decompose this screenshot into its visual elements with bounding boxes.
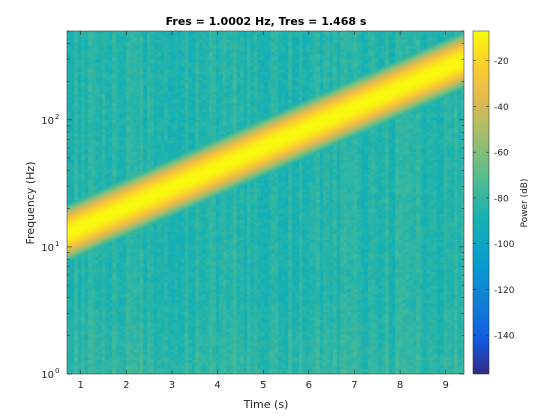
colorbar-tick-label: -60 xyxy=(494,149,509,159)
x-tick-label: 8 xyxy=(397,380,403,391)
spectrogram-heatmap xyxy=(67,31,464,374)
x-tick-label: 2 xyxy=(123,380,129,391)
y-tick-label: 10 xyxy=(41,243,54,254)
x-tick-label: 3 xyxy=(169,380,175,391)
colorbar-ticks: -20 -40 -60 -80 -100 -120 -140 xyxy=(473,57,515,342)
colorbar-tick-label: -140 xyxy=(494,332,515,342)
y-axis-label: Frequency (Hz) xyxy=(24,162,37,245)
plot-frame xyxy=(66,30,465,375)
x-axis: 1 2 3 4 5 6 7 8 9 xyxy=(78,31,449,391)
colorbar-tick-label: -80 xyxy=(494,194,509,204)
y-tick-exponent: 1 xyxy=(55,240,59,248)
x-tick-label: 7 xyxy=(351,380,357,391)
y-tick-label: 10 xyxy=(41,116,54,127)
y-tick-exponent: 0 xyxy=(55,367,59,375)
x-tick-label: 6 xyxy=(306,380,312,391)
colorbar-tick-label: -40 xyxy=(494,103,509,113)
x-tick-label: 1 xyxy=(78,380,84,391)
x-tick-label: 5 xyxy=(260,380,266,391)
x-tick-label: 4 xyxy=(214,380,220,391)
x-axis-label: Time (s) xyxy=(243,398,289,411)
colorbar-gradient xyxy=(473,31,489,374)
y-tick-label: 10 xyxy=(41,370,54,381)
chart-title: Fres = 1.0002 Hz, Tres = 1.468 s xyxy=(166,15,367,28)
colorbar-tick-label: -20 xyxy=(494,57,509,67)
colorbar-tick-label: -100 xyxy=(494,240,515,250)
x-tick-label: 9 xyxy=(443,380,449,391)
colorbar: -20 -40 -60 -80 -100 -120 -140 Power (dB) xyxy=(472,30,530,375)
colorbar-tick-label: -120 xyxy=(494,286,515,296)
colorbar-label: Power (dB) xyxy=(520,179,530,228)
heatmap-plot-area xyxy=(66,30,465,375)
y-tick-exponent: 2 xyxy=(55,113,59,121)
colorbar-frame xyxy=(472,30,490,375)
